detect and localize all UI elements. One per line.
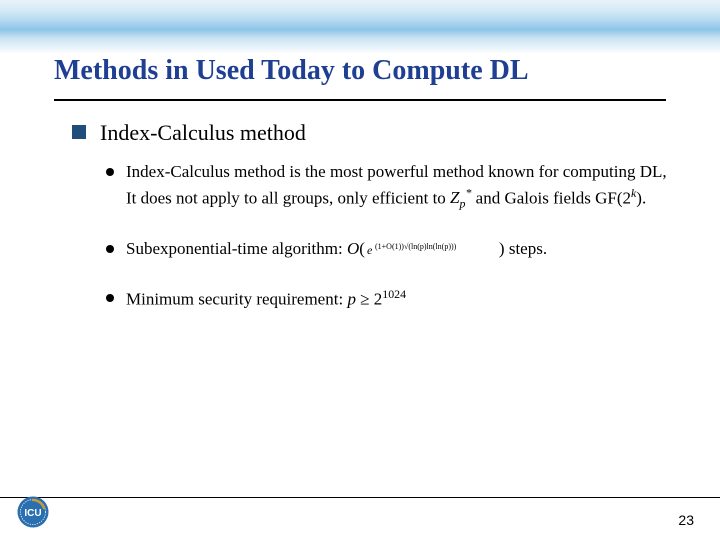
- bullet-list: Index-Calculus method is the most powerf…: [72, 160, 670, 312]
- section-heading: Index-Calculus method: [72, 120, 670, 146]
- header-gradient: [0, 0, 720, 54]
- exponent-formula-icon: e (1+O(1))√(ln(p)ln(ln(p))): [367, 241, 497, 259]
- svg-text:ICU: ICU: [24, 508, 41, 519]
- b3-exp: 1024: [382, 287, 406, 301]
- bullet-item-1: Index-Calculus method is the most powerf…: [106, 160, 670, 213]
- b1-text-c: ).: [636, 188, 646, 207]
- page-number: 23: [678, 512, 694, 528]
- bullet-item-2: Subexponential-time algorithm: O( e (1+O…: [106, 237, 670, 262]
- b2-open: (: [359, 239, 365, 258]
- icu-logo: ICU: [16, 495, 50, 534]
- b3-ge: ≥ 2: [356, 289, 382, 308]
- svg-text:(1+O(1))√(ln(p)ln(ln(p))): (1+O(1))√(ln(p)ln(ln(p))): [375, 242, 457, 251]
- slide-title: Methods in Used Today to Compute DL: [54, 55, 666, 101]
- bullet-item-3: Minimum security requirement: p ≥ 21024: [106, 286, 670, 312]
- b2-text: Subexponential-time algorithm:: [126, 239, 347, 258]
- content-area: Index-Calculus method Index-Calculus met…: [72, 120, 670, 336]
- svg-text:e: e: [367, 243, 373, 257]
- footer-divider: [0, 497, 720, 498]
- b3-p: p: [347, 289, 356, 308]
- b2-O: O: [347, 239, 359, 258]
- b1-text-b: and Galois fields GF(2: [471, 188, 631, 207]
- b3-text: Minimum security requirement:: [126, 289, 347, 308]
- b2-close: ) steps.: [499, 239, 547, 258]
- b1-Z: Zp*: [450, 188, 471, 207]
